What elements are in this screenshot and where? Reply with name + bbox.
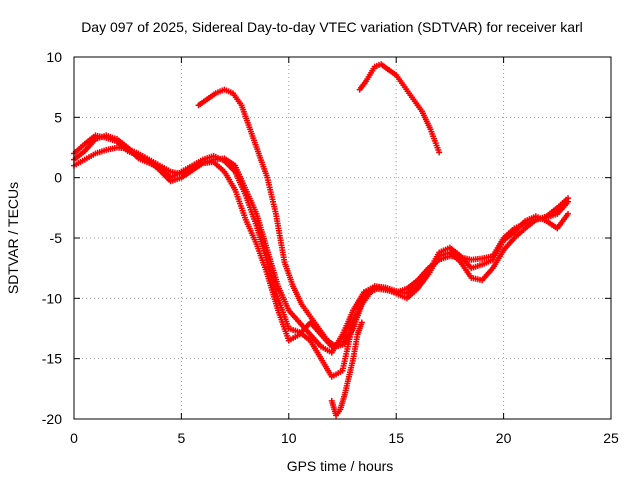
y-tick-label: -10	[42, 290, 62, 306]
data-points	[71, 61, 572, 419]
series-track-6	[356, 61, 443, 156]
y-tick-label: 0	[54, 170, 62, 186]
x-tick-label: 5	[178, 430, 186, 446]
x-axis-label: GPS time / hours	[287, 458, 394, 474]
x-tick-label: 0	[70, 430, 78, 446]
ticks: 0 5 10 15 20 25 -20 -15 -10 -5 0 5 10	[42, 49, 619, 446]
data-point	[376, 284, 383, 291]
y-tick-label: -5	[50, 230, 63, 246]
y-tick-label: 10	[46, 49, 62, 65]
series-track-4	[195, 86, 383, 350]
data-point	[358, 319, 365, 326]
y-tick-label: -15	[42, 351, 62, 367]
y-axis-label: SDTVAR / TECUs	[5, 182, 21, 294]
chart-title: Day 097 of 2025, Sidereal Day-to-day VTE…	[81, 19, 583, 35]
x-tick-label: 10	[281, 430, 297, 446]
x-tick-label: 25	[603, 430, 619, 446]
y-tick-label: 5	[54, 109, 62, 125]
data-point	[565, 210, 572, 217]
x-tick-label: 20	[496, 430, 512, 446]
x-tick-label: 15	[388, 430, 404, 446]
data-point	[436, 149, 443, 156]
y-tick-label: -20	[42, 411, 62, 427]
series-track-5	[328, 319, 365, 419]
series-track-3	[71, 132, 572, 350]
data-point	[565, 195, 572, 202]
